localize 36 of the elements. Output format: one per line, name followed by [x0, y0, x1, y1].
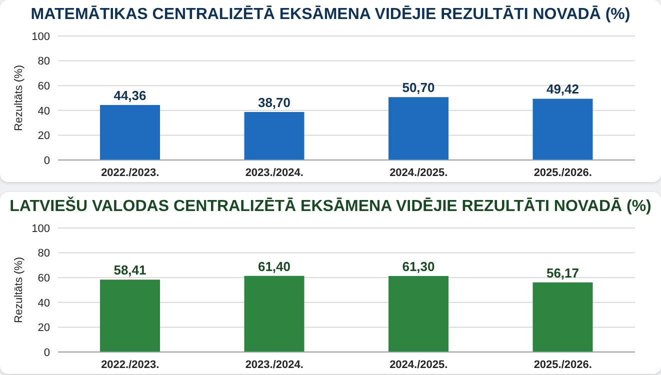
bar — [388, 97, 448, 160]
data-label: 58,41 — [114, 262, 146, 278]
bar — [244, 112, 304, 160]
x-tick-label: 2025./2026. — [534, 358, 592, 371]
y-tick-label: 40 — [38, 297, 50, 310]
y-tick-label: 80 — [38, 248, 50, 260]
chart-title: LATVIEŠU VALODAS CENTRALIZĒTĀ EKSĀMENA VIDĒJIE REZULTĀTI NOVADĀ (%) — [8, 198, 652, 216]
bar — [100, 104, 160, 160]
x-tick-label: 2024./2025. — [390, 358, 448, 371]
y-tick-label: 60 — [38, 80, 50, 93]
y-tick-label: 0 — [44, 346, 50, 359]
y-tick-label: 0 — [44, 154, 50, 167]
chart-title: MATEMĀTIKAS CENTRALIZĒTĀ EKSĀMENA VIDĒJIE REZULTĀTI NOVADĀ (%) — [30, 6, 632, 24]
data-label: 61,30 — [402, 258, 435, 274]
y-tick-label: 20 — [38, 130, 50, 142]
y-axis-title: Rezultāts (%) — [12, 256, 25, 324]
x-tick-label: 2023./2024. — [245, 166, 304, 179]
x-tick-label: 2023./2024. — [245, 358, 304, 371]
y-tick-label: 80 — [38, 56, 50, 68]
x-tick-label: 2024./2025. — [390, 166, 448, 179]
y-axis-title: Rezultāts (%) — [12, 64, 25, 132]
data-label: 44,36 — [114, 88, 146, 103]
y-tick-label: 40 — [38, 105, 50, 118]
bar — [532, 98, 593, 160]
x-tick-label: 2025./2026. — [534, 166, 592, 179]
data-label: 56,17 — [546, 265, 580, 280]
data-label: 49,42 — [546, 82, 580, 97]
y-tick-label: 60 — [38, 272, 50, 285]
y-tick-label: 100 — [32, 222, 50, 235]
data-label: 61,40 — [258, 258, 291, 274]
y-tick-label: 100 — [32, 30, 50, 43]
x-tick-label: 2022./2023. — [101, 358, 160, 371]
x-tick-label: 2022./2023. — [101, 166, 160, 179]
data-label: 38,70 — [258, 95, 291, 110]
data-label: 50,70 — [402, 80, 435, 96]
y-tick-label: 20 — [38, 322, 50, 334]
